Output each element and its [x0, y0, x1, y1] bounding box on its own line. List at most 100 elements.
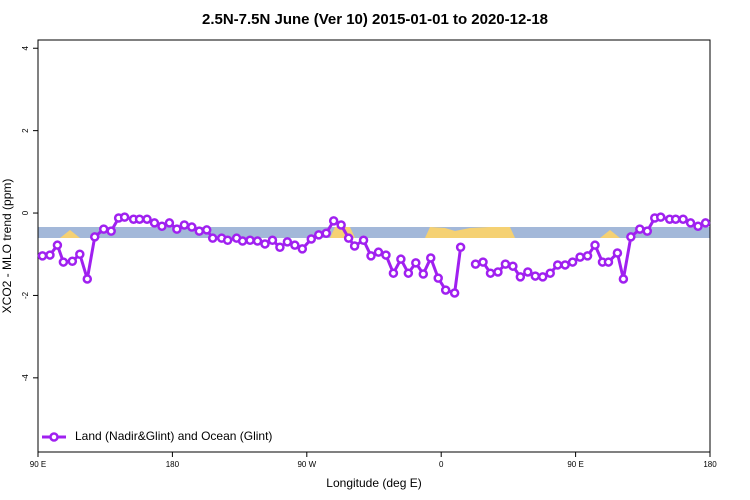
map-strip: [38, 227, 710, 238]
data-point: [157, 221, 167, 231]
data-point: [455, 242, 466, 252]
data-point: [655, 212, 666, 222]
data-point: [37, 251, 48, 261]
data-point: [642, 226, 653, 236]
x-tick-label: 90 E: [30, 460, 46, 469]
legend-marker: [49, 432, 59, 442]
plot-frame: [37, 39, 711, 453]
data-point: [418, 269, 429, 279]
land-shape: [425, 227, 515, 238]
data-point: [172, 224, 182, 234]
data-point: [245, 235, 255, 245]
data-point: [403, 268, 414, 278]
data-point: [106, 226, 116, 236]
data-point: [52, 240, 63, 250]
data-point: [396, 254, 406, 264]
data-point: [142, 214, 152, 224]
data-point: [626, 232, 636, 242]
data-point: [328, 216, 339, 226]
data-point: [45, 250, 55, 260]
data-point: [470, 259, 481, 269]
data-point: [493, 267, 503, 277]
data-point: [381, 250, 391, 260]
data-point: [179, 220, 190, 230]
data-point: [612, 248, 623, 258]
data-point: [260, 239, 270, 249]
data-point: [618, 274, 629, 284]
data-point: [58, 257, 69, 267]
data-point: [187, 222, 197, 232]
x-tick-label: 180: [703, 460, 717, 469]
data-point: [635, 224, 645, 234]
data-point: [670, 214, 681, 224]
data-point: [343, 233, 354, 243]
data-point: [252, 236, 263, 246]
data-point: [478, 257, 488, 267]
x-axis-label: Longitude (deg E): [326, 476, 421, 490]
data-point: [530, 271, 541, 281]
data-point: [306, 234, 317, 244]
data-point: [411, 258, 421, 268]
chart-title: 2.5N-7.5N June (Ver 10) 2015-01-01 to 20…: [202, 11, 548, 28]
data-point: [237, 236, 248, 246]
data-point: [552, 260, 563, 270]
data-point: [449, 288, 460, 298]
y-tick-label: 2: [21, 128, 30, 133]
data-point: [119, 212, 130, 222]
data-point: [500, 259, 511, 269]
y-tick-label: -2: [21, 291, 30, 299]
data-point: [433, 273, 443, 283]
y-tick-label: 4: [21, 45, 30, 50]
data-point: [537, 272, 548, 282]
x-tick-label: 0: [439, 460, 444, 469]
data-point: [282, 237, 293, 247]
data-point: [567, 257, 578, 267]
data-point: [358, 235, 369, 245]
data-point: [700, 218, 711, 228]
data-point: [98, 224, 109, 234]
data-point: [603, 257, 614, 267]
data-point: [82, 274, 93, 284]
data-point: [313, 230, 324, 240]
data-point: [349, 241, 360, 251]
data-point: [297, 244, 308, 254]
data-point: [336, 220, 346, 230]
data-point: [560, 260, 570, 270]
data-point: [275, 242, 285, 252]
data-point: [373, 247, 384, 257]
data-point: [194, 226, 205, 236]
y-axis-label: XCO2 - MLO trend (ppm): [0, 179, 14, 314]
data-point: [134, 214, 145, 224]
data-point: [575, 252, 585, 262]
data-point: [89, 232, 100, 242]
data-point: [388, 268, 399, 278]
x-tick-label: 90 E: [567, 460, 583, 469]
data-point: [485, 268, 496, 278]
legend-label: Land (Nadir&Glint) and Ocean (Glint): [75, 429, 272, 443]
data-point: [582, 251, 593, 261]
data-point: [67, 256, 78, 266]
data-point: [678, 214, 688, 224]
data-point: [207, 233, 218, 243]
data-point: [321, 228, 331, 238]
data-point: [523, 267, 533, 277]
data-point: [290, 240, 300, 250]
x-tick-label: 180: [166, 460, 180, 469]
data-point: [590, 240, 600, 250]
x-tick-label: 90 W: [297, 460, 316, 469]
data-point: [366, 251, 376, 261]
data-point: [149, 218, 160, 228]
data-point: [164, 218, 175, 228]
data-point: [425, 253, 436, 263]
data-point: [267, 235, 278, 245]
data-point: [201, 225, 212, 235]
data-point: [508, 261, 518, 271]
data-point: [545, 268, 555, 278]
y-tick-label: 0: [21, 210, 30, 215]
data-point: [222, 235, 233, 245]
data-point: [693, 221, 703, 231]
data-point: [685, 218, 696, 228]
y-tick-label: -4: [21, 374, 30, 382]
data-point: [75, 249, 85, 259]
